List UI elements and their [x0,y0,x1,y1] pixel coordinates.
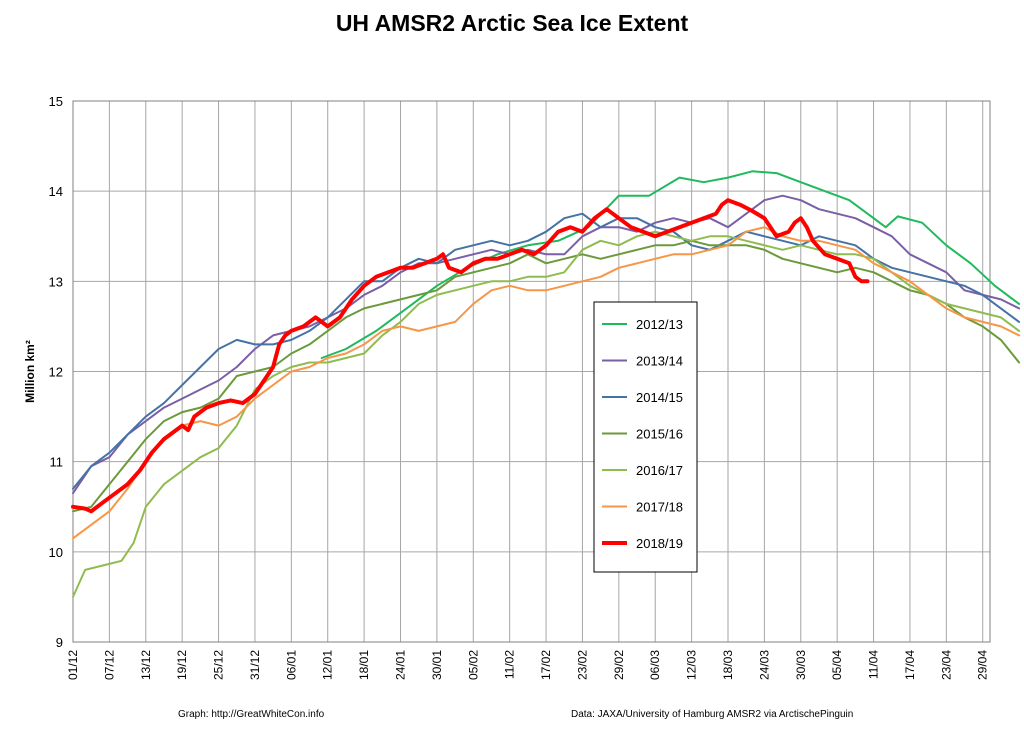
y-axis-label: Million km² [23,340,37,403]
series-line-2015-16 [72,239,1021,513]
x-tick-label: 23/04 [939,650,953,680]
x-tick-label: 24/01 [394,650,408,680]
legend-box [593,301,698,573]
data-source-credit: Data: JAXA/University of Hamburg AMSR2 v… [571,709,854,720]
x-tick-label: 24/03 [757,650,771,680]
x-tick-label: 07/12 [102,650,116,680]
legend-label: 2012/13 [636,317,683,332]
x-tick-label: 12/01 [321,650,335,680]
x-tick-label: 18/01 [357,650,371,680]
y-tick-label: 10 [49,545,63,560]
x-tick-label: 31/12 [248,650,262,680]
x-tick-label: 19/12 [175,650,189,680]
plot-frame [72,100,991,643]
x-tick-label: 01/12 [66,650,80,680]
x-tick-label: 23/02 [575,650,589,680]
x-tick-label: 11/02 [503,650,517,679]
x-tick-label: 30/03 [794,650,808,680]
x-tick-label: 06/03 [648,650,662,680]
x-tick-label: 11/04 [867,650,881,679]
x-tick-label: 12/03 [685,650,699,680]
series-line-2013-14 [72,194,1021,495]
series-line-2014-15 [72,212,1021,490]
x-tick-label: 06/01 [284,650,298,680]
y-tick-label: 14 [49,184,63,199]
x-tick-label: 29/02 [612,650,626,680]
y-tick-label: 15 [49,94,63,109]
x-tick-label: 05/04 [830,650,844,680]
x-tick-label: 30/01 [430,650,444,680]
y-tick-label: 13 [49,274,63,289]
x-tick-label: 05/02 [466,650,480,680]
y-tick-label: 9 [56,635,63,650]
legend-label: 2014/15 [636,390,683,405]
graph-source-credit: Graph: http://GreatWhiteCon.info [178,709,325,720]
x-tick-label: 18/03 [721,650,735,680]
series-line-2016-17 [72,230,1021,598]
legend-label: 2017/18 [636,500,683,515]
x-tick-label: 13/12 [139,650,153,680]
legend-label: 2013/14 [636,354,683,369]
x-tick-label: 17/02 [539,650,553,680]
series-line-2017-18 [72,226,1021,540]
x-tick-label: 29/04 [976,650,990,680]
x-tick-label: 25/12 [212,650,226,680]
series-line-2012-13 [320,170,1021,359]
x-tick-label: 17/04 [903,650,917,680]
chart-title: UH AMSR2 Arctic Sea Ice Extent [335,10,689,36]
legend-label: 2016/17 [636,463,683,478]
y-tick-label: 11 [50,455,64,470]
legend-label: 2018/19 [636,536,683,551]
series-line-2018-19 [71,198,870,514]
y-tick-label: 12 [49,365,63,380]
legend-label: 2015/16 [636,427,683,442]
